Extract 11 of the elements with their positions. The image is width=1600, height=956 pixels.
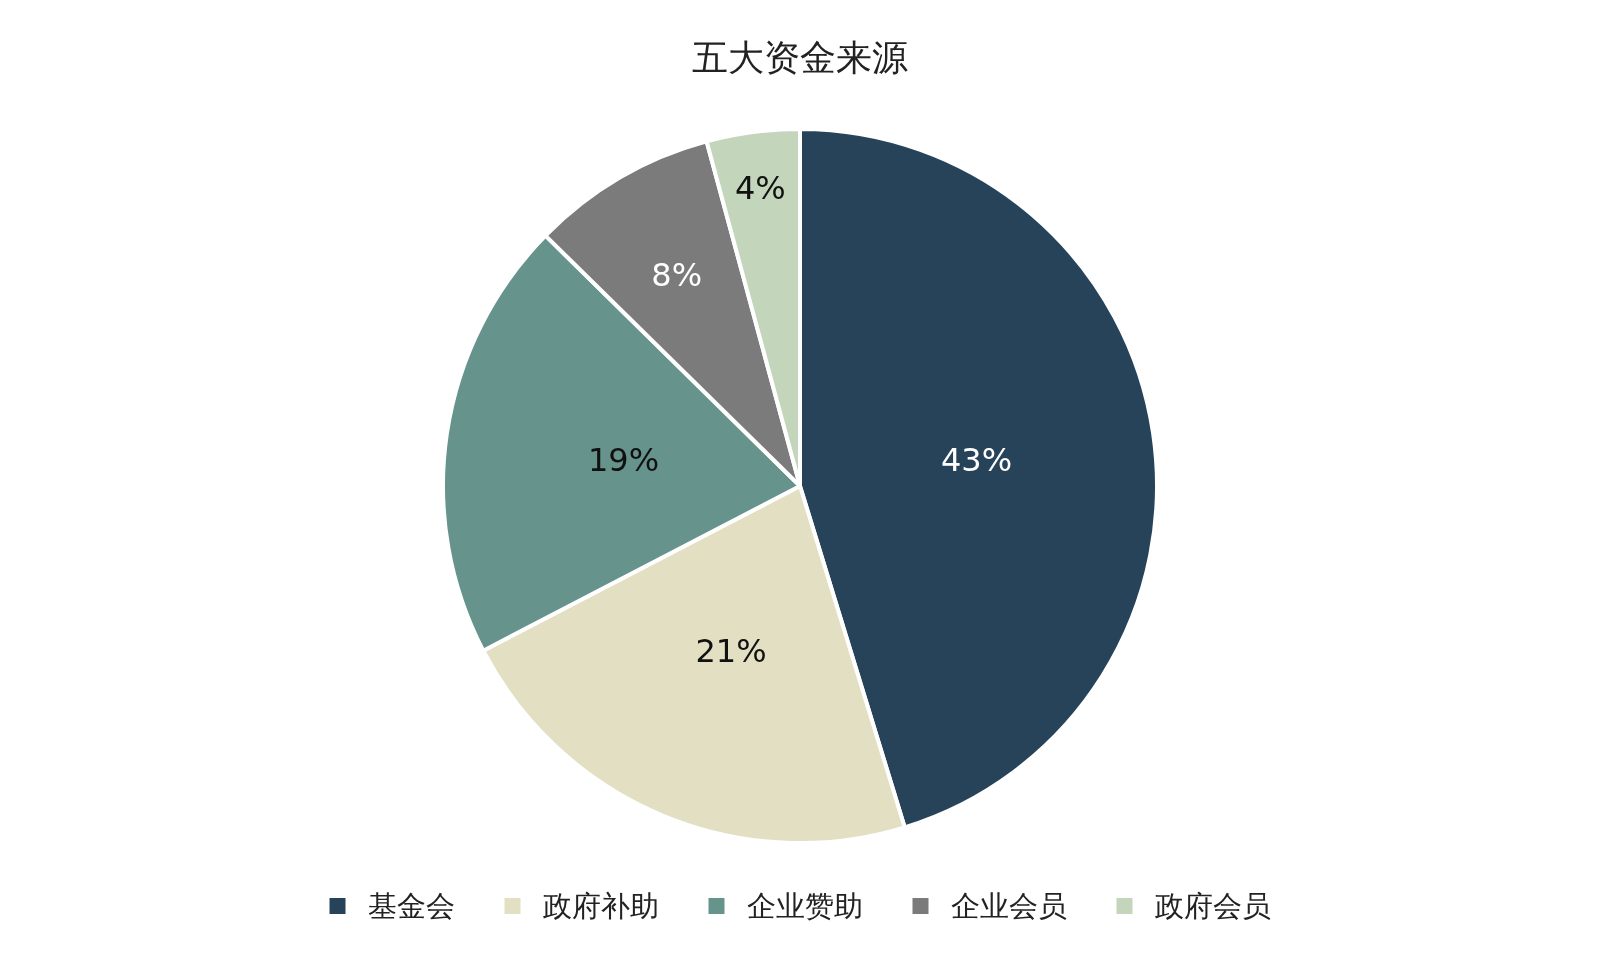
data-label: 21% xyxy=(695,631,767,670)
legend-label: 基金会 xyxy=(367,889,455,923)
data-label: 4% xyxy=(734,168,786,207)
data-label: 43% xyxy=(940,440,1013,479)
data-label: 8% xyxy=(651,256,703,295)
legend-label: 政府会员 xyxy=(1154,889,1271,923)
legend-label: 企业赞助 xyxy=(746,889,863,923)
legend-label: 企业会员 xyxy=(950,889,1067,923)
data-label: 19% xyxy=(587,440,660,479)
legend-label: 政府补助 xyxy=(542,889,659,923)
chart-title: 五大资金来源 xyxy=(692,37,908,78)
